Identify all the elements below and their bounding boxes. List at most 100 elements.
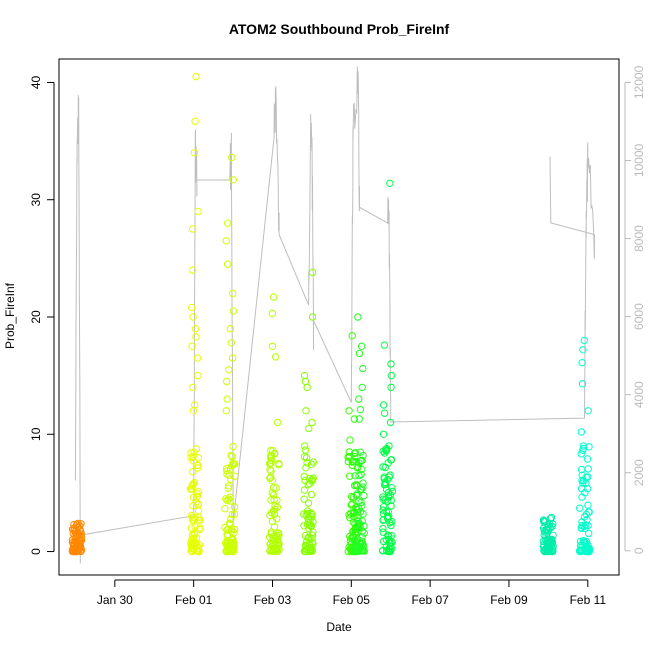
- data-point: [350, 481, 359, 490]
- y2-tick-label: 10000: [632, 143, 646, 177]
- data-point: [192, 498, 200, 506]
- y-tick-label: 20: [29, 310, 43, 324]
- data-point: [582, 479, 590, 487]
- x-tick-label: Feb 03: [254, 593, 292, 607]
- data-point: [347, 501, 355, 509]
- data-point: [221, 523, 229, 532]
- data-point: [191, 325, 200, 333]
- y2-tick-label: 0: [632, 547, 646, 554]
- data-point: [577, 428, 586, 436]
- data-point: [301, 446, 310, 454]
- data-point: [227, 339, 236, 347]
- data-point: [359, 479, 367, 487]
- y2-tick-label: 4000: [632, 381, 646, 408]
- data-point: [192, 333, 200, 341]
- data-point: [303, 507, 312, 515]
- data-point: [351, 537, 359, 545]
- data-point: [359, 483, 367, 491]
- data-point: [379, 503, 388, 511]
- data-point: [187, 449, 195, 457]
- y2-tick-label: 2000: [632, 459, 646, 486]
- data-point: [380, 409, 389, 417]
- data-point: [189, 530, 197, 539]
- data-point: [225, 366, 233, 374]
- data-point: [355, 497, 363, 505]
- data-point: [358, 533, 366, 541]
- plot-frame: [58, 58, 620, 576]
- data-point: [387, 539, 395, 547]
- data-point: [360, 492, 368, 500]
- data-point: [227, 475, 235, 483]
- data-point: [70, 524, 78, 532]
- data-point: [582, 521, 590, 529]
- data-point: [229, 307, 238, 315]
- y-tick-label: 10: [29, 427, 43, 441]
- axis-layer: Jan 30 Feb 01 Feb 03 Feb 05 Feb 07 Feb 09 Feb …: [29, 65, 646, 607]
- data-point: [585, 529, 593, 538]
- point-layer: [68, 72, 594, 556]
- data-point: [358, 465, 366, 473]
- data-point: [222, 407, 231, 415]
- data-point: [227, 451, 235, 460]
- data-point: [353, 509, 362, 517]
- data-point: [309, 540, 317, 548]
- data-point: [227, 515, 235, 523]
- data-point: [307, 460, 316, 468]
- data-point: [385, 442, 393, 450]
- data-point: [359, 364, 367, 373]
- data-point: [387, 456, 396, 464]
- data-point: [360, 522, 368, 530]
- data-point: [548, 522, 556, 531]
- data-point: [270, 510, 279, 518]
- data-point: [349, 509, 357, 518]
- data-point: [222, 237, 230, 245]
- data-point: [584, 465, 592, 473]
- data-point: [576, 504, 584, 512]
- data-point: [74, 519, 82, 528]
- chart-title: ATOM2 Southbound Prob_FireInf: [229, 21, 450, 37]
- data-point: [577, 450, 585, 458]
- data-point: [189, 383, 197, 392]
- data-point: [229, 354, 237, 362]
- data-point: [193, 541, 201, 550]
- data-point: [584, 501, 592, 509]
- data-point: [223, 395, 231, 403]
- data-point: [308, 418, 316, 427]
- data-point: [346, 509, 355, 517]
- data-point: [386, 418, 395, 427]
- data-point: [303, 383, 311, 392]
- x-tick-label: Jan 30: [97, 593, 133, 607]
- data-point: [549, 542, 557, 550]
- data-point: [355, 471, 363, 480]
- data-point: [388, 484, 396, 492]
- data-point: [268, 342, 277, 350]
- data-point: [344, 453, 352, 461]
- x-tick-label: Feb 09: [490, 593, 528, 607]
- data-point: [354, 313, 362, 321]
- data-point: [378, 547, 387, 555]
- data-point: [345, 407, 353, 415]
- data-point: [71, 537, 80, 545]
- line-series-layer: [74, 66, 595, 564]
- data-point: [379, 495, 387, 503]
- data-point: [580, 336, 588, 345]
- data-point: [268, 309, 276, 318]
- data-point: [73, 547, 81, 556]
- data-point: [192, 445, 201, 453]
- data-point: [585, 443, 593, 451]
- data-point: [275, 461, 283, 469]
- data-point: [187, 547, 195, 555]
- data-point: [578, 493, 586, 501]
- data-point: [547, 536, 555, 544]
- secondary-line-segment: [549, 156, 595, 236]
- y2-tick-label: 12000: [632, 65, 646, 99]
- data-point: [384, 497, 392, 505]
- data-point: [228, 510, 237, 519]
- data-point: [355, 349, 364, 358]
- data-point: [380, 341, 389, 349]
- data-point: [354, 517, 362, 525]
- data-point: [191, 523, 199, 531]
- data-point: [196, 524, 204, 532]
- data-point: [544, 547, 552, 555]
- data-point: [355, 395, 363, 403]
